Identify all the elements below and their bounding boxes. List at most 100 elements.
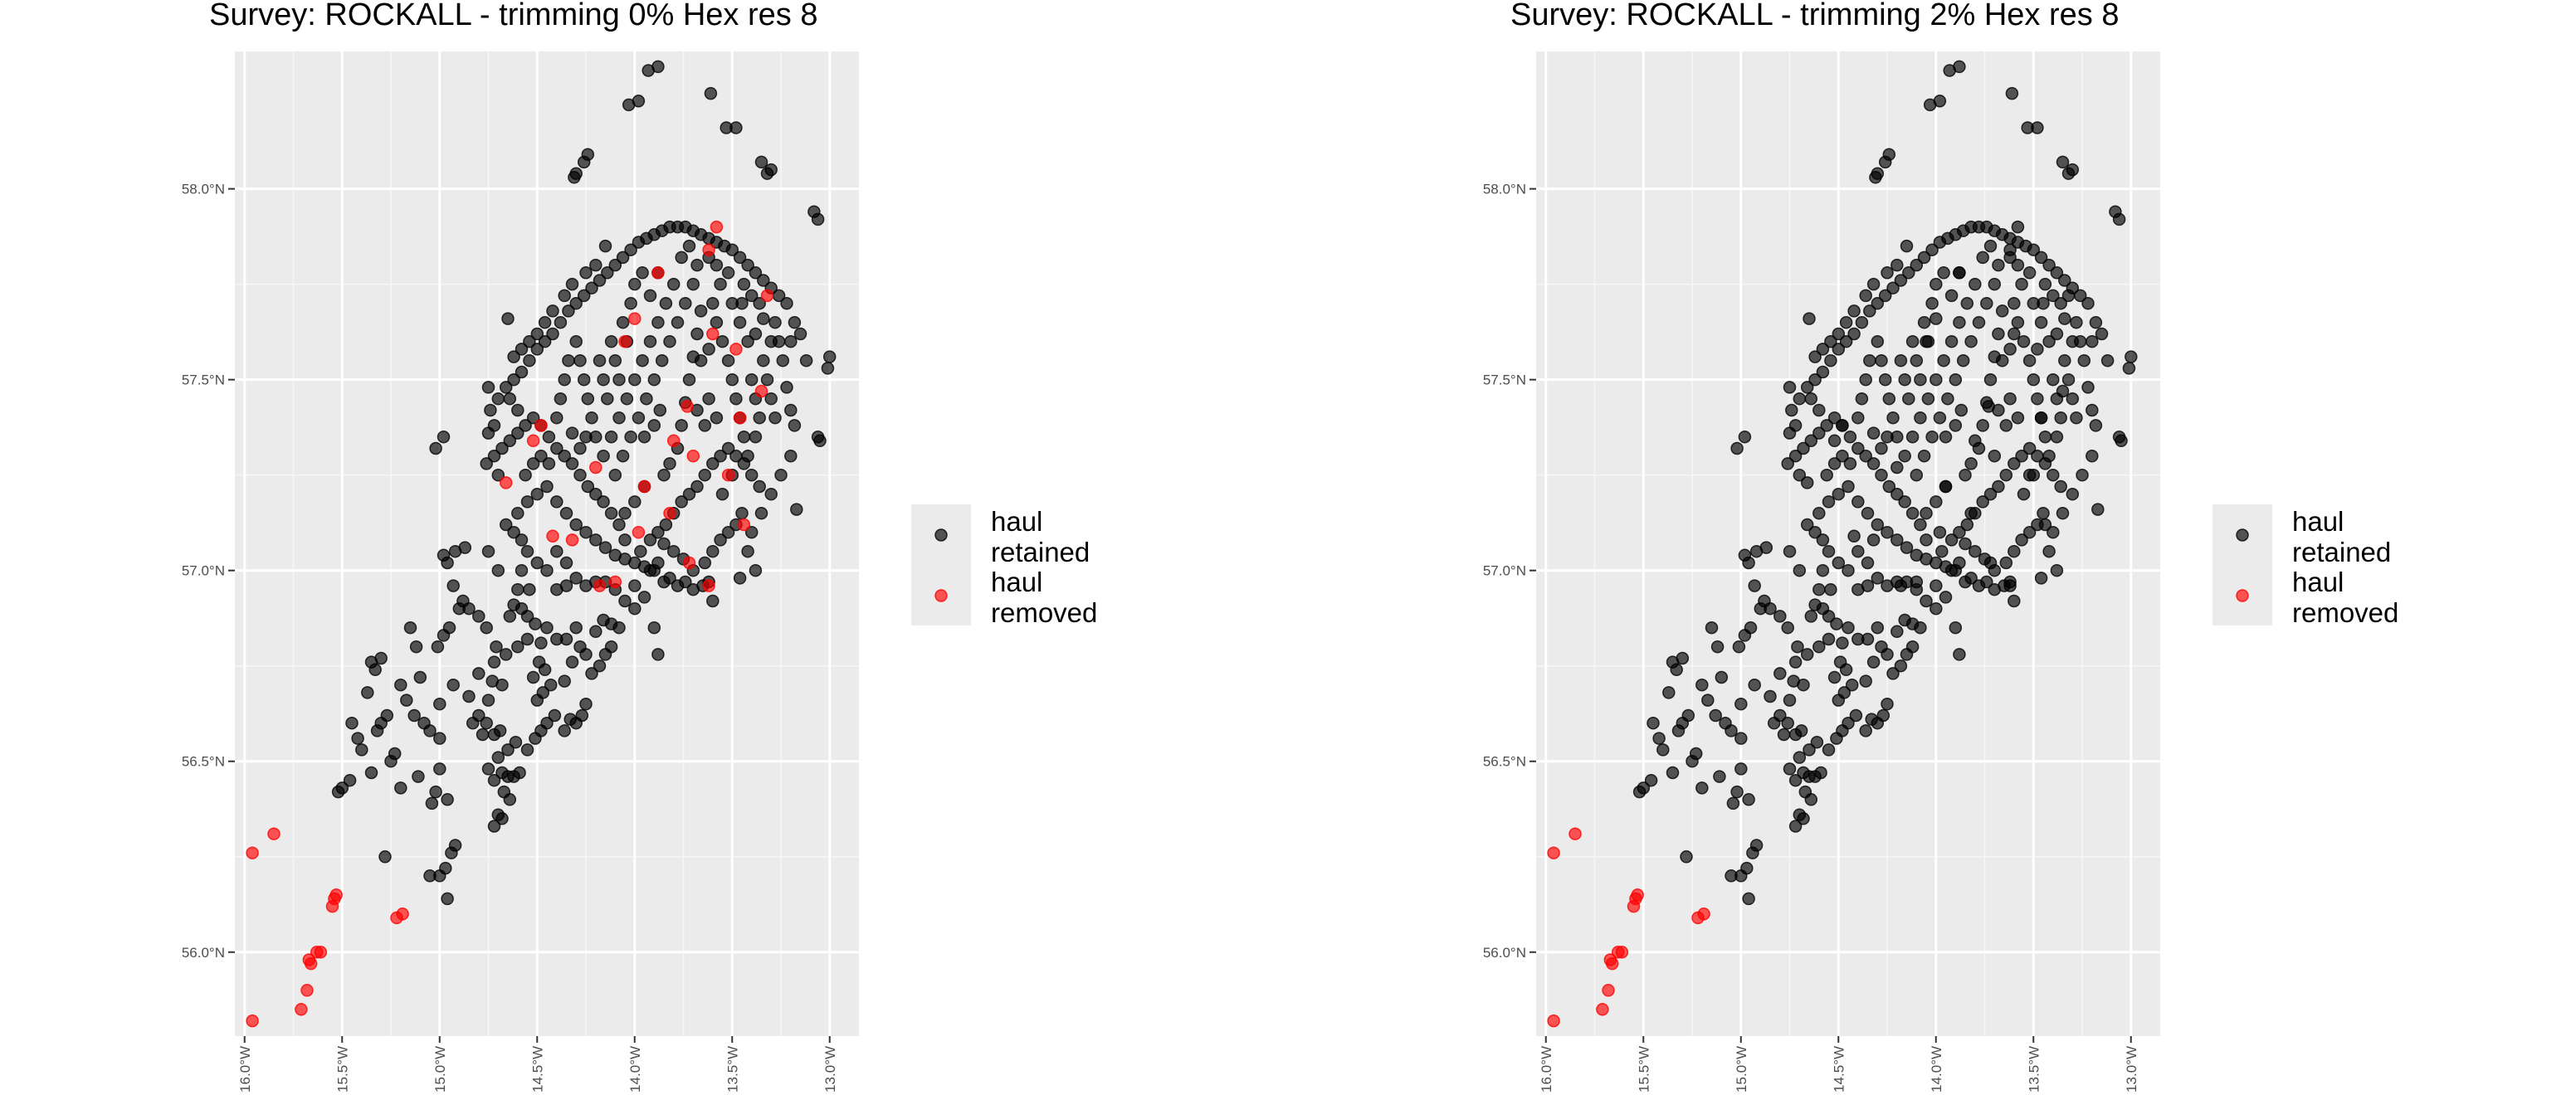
haul-removed-point: [702, 243, 715, 256]
haul-retained-point: [741, 334, 754, 348]
haul-retained-point: [1956, 353, 1970, 367]
haul-retained-point: [799, 353, 813, 367]
haul-retained-point: [1746, 846, 1759, 859]
haul-retained-point: [780, 381, 793, 394]
haul-retained-point: [530, 327, 544, 341]
haul-retained-point: [1740, 861, 1754, 875]
haul-retained-point: [1995, 304, 2009, 318]
haul-retained-point: [2050, 430, 2064, 444]
haul-retained-point: [565, 426, 579, 440]
haul-retained-point: [1881, 430, 1894, 444]
haul-retained-point: [503, 434, 517, 448]
haul-retained-point: [604, 506, 618, 520]
haul-retained-point: [1781, 716, 1794, 730]
haul-retained-point: [577, 372, 591, 387]
haul-retained-point: [1713, 770, 1726, 783]
haul-removed-point: [1569, 827, 1582, 840]
haul-retained-point: [437, 548, 451, 562]
x-tick-label: 16.0°W: [1539, 1046, 1554, 1093]
haul-retained-point: [546, 304, 559, 318]
haul-retained-point: [735, 506, 749, 520]
haul-retained-point: [675, 495, 688, 509]
haul-retained-point: [1995, 353, 2009, 367]
haul-retained-point: [511, 426, 524, 440]
haul-retained-point: [1881, 525, 1894, 539]
haul-removed-point: [246, 846, 259, 859]
haul-removed-point: [729, 343, 743, 356]
haul-retained-point: [1800, 476, 1814, 489]
haul-retained-point: [409, 640, 423, 654]
haul-retained-point: [1781, 457, 1794, 470]
haul-retained-point: [1861, 556, 1875, 570]
haul-retained-point: [579, 579, 593, 592]
haul-retained-point: [1930, 372, 1943, 387]
haul-removed-point: [1697, 908, 1710, 921]
haul-removed-point: [618, 334, 632, 348]
haul-retained-point: [1804, 793, 1818, 806]
haul-retained-point: [519, 468, 532, 482]
haul-retained-point: [757, 353, 770, 367]
haul-retained-point: [1832, 343, 1846, 356]
haul-retained-point: [1773, 708, 1787, 723]
haul-retained-point: [2008, 296, 2021, 310]
haul-retained-point: [515, 343, 529, 356]
haul-retained-point: [569, 572, 583, 585]
haul-retained-point: [2061, 372, 2076, 387]
haul-retained-point: [1730, 785, 1744, 799]
x-tick-label: 15.0°W: [1734, 1046, 1749, 1093]
haul-retained-point: [577, 289, 591, 303]
haul-retained-point: [2054, 411, 2067, 425]
haul-retained-point: [2037, 506, 2050, 520]
haul-retained-point: [1725, 869, 1738, 883]
haul-retained-point: [540, 563, 554, 577]
haul-retained-point: [1980, 575, 1993, 589]
haul-retained-point: [1881, 579, 1894, 592]
haul-retained-point: [1939, 479, 1953, 494]
haul-retained-point: [714, 533, 727, 547]
haul-retained-point: [1894, 353, 1908, 367]
haul-retained-point: [1930, 312, 1943, 325]
haul-retained-point: [1949, 372, 1963, 387]
haul-retained-point: [671, 315, 685, 329]
haul-retained-point: [573, 441, 587, 455]
legend: haul retained haul removed: [2213, 504, 2398, 628]
haul-retained-point: [1935, 544, 1949, 558]
haul-retained-point: [1680, 850, 1693, 864]
legend-label-retained-line1: haul: [2292, 506, 2344, 537]
haul-retained-point: [1812, 582, 1826, 596]
y-tick-label: 56.0°N: [1483, 945, 1526, 961]
haul-retained-point: [1898, 449, 1911, 463]
haul-retained-point: [698, 556, 712, 570]
y-tick-label: 57.5°N: [1483, 372, 1526, 388]
haul-retained-point: [579, 430, 593, 444]
haul-retained-point: [1647, 716, 1660, 730]
haul-retained-point: [1810, 735, 1824, 749]
haul-retained-point: [499, 648, 513, 661]
haul-retained-point: [1788, 449, 1803, 463]
haul-retained-point: [2081, 296, 2095, 310]
haul-retained-point: [2050, 266, 2064, 280]
haul-retained-point: [737, 277, 751, 291]
haul-retained-point: [423, 724, 437, 737]
haul-retained-point: [1910, 258, 1924, 272]
haul-retained-point: [2011, 258, 2025, 272]
haul-retained-point: [2008, 327, 2021, 341]
haul-retained-point: [1839, 663, 1853, 677]
haul-retained-point: [1886, 411, 1900, 425]
haul-retained-point: [744, 289, 759, 303]
haul-retained-point: [529, 617, 542, 630]
haul-retained-point: [579, 525, 593, 539]
haul-retained-point: [2038, 277, 2052, 291]
haul-retained-point: [655, 353, 669, 367]
haul-retained-point: [2066, 392, 2080, 406]
x-tick-label: 15.5°W: [334, 1046, 350, 1093]
haul-retained-point: [744, 525, 759, 539]
haul-retained-point: [690, 479, 704, 494]
haul-retained-point: [515, 563, 529, 577]
haul-retained-point: [2011, 315, 2025, 329]
haul-retained-point: [1960, 296, 1974, 310]
haul-retained-point: [1845, 678, 1859, 692]
haul-retained-point: [1827, 434, 1842, 448]
haul-retained-point: [2058, 353, 2071, 367]
haul-retained-point: [1863, 304, 1876, 318]
